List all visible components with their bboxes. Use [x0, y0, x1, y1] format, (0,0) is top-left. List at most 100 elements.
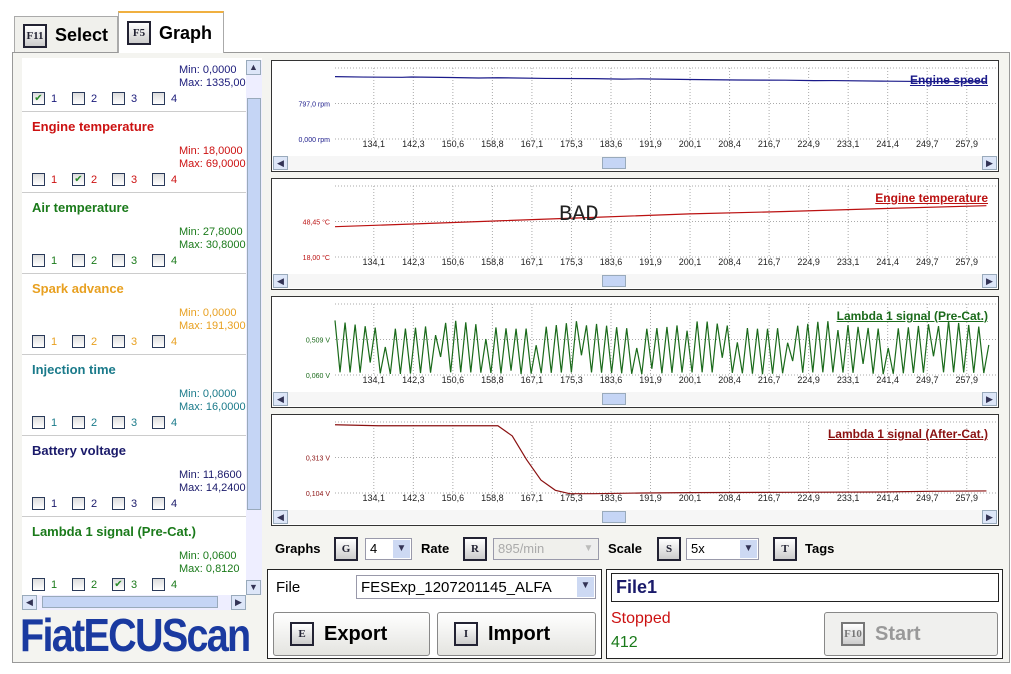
import-button[interactable]: I Import: [437, 612, 596, 656]
graph-slot-checkbox[interactable]: 4: [152, 173, 177, 186]
graph-slot-checkbox[interactable]: 2: [72, 254, 97, 267]
scroll-left-icon[interactable]: ◀: [22, 595, 37, 610]
graph-slot-checkbox[interactable]: 2: [72, 497, 97, 510]
scroll-right-icon[interactable]: ▶: [982, 510, 997, 524]
y-tick-label: 0,104 V: [306, 491, 330, 498]
x-tick-label: 257,9: [955, 375, 978, 385]
tab-graph[interactable]: F5 Graph: [118, 11, 224, 53]
scroll-right-icon[interactable]: ▶: [982, 156, 997, 170]
export-button[interactable]: E Export: [273, 612, 430, 656]
graph-slot-checkbox[interactable]: 2: [72, 416, 97, 429]
checkmark-icon[interactable]: ✔: [72, 173, 85, 186]
graph-slot-checkbox[interactable]: 1: [32, 254, 57, 267]
checkbox[interactable]: [72, 92, 85, 105]
scroll-thumb[interactable]: [602, 511, 626, 523]
x-tick-label: 241,4: [876, 375, 899, 385]
x-tick-label: 183,6: [600, 493, 623, 503]
checkbox[interactable]: [152, 497, 165, 510]
rate-key[interactable]: R: [463, 537, 487, 561]
graph-slot-checkbox[interactable]: 3: [112, 173, 137, 186]
checkbox[interactable]: [32, 416, 45, 429]
graph-slot-checkbox[interactable]: 3: [112, 497, 137, 510]
graph-slot-checkbox[interactable]: 4: [152, 497, 177, 510]
checkbox[interactable]: [72, 416, 85, 429]
graph-slot-checkbox[interactable]: 1: [32, 578, 57, 591]
graph-slot-checkbox[interactable]: 3: [112, 335, 137, 348]
session-name[interactable]: File1: [611, 573, 999, 602]
tab-select[interactable]: F11 Select: [14, 16, 118, 54]
graph-slot-checkbox[interactable]: 4: [152, 254, 177, 267]
scroll-down-icon[interactable]: ▼: [246, 580, 261, 595]
graphs-key[interactable]: G: [334, 537, 358, 561]
graph-slot-checkbox[interactable]: 3: [112, 254, 137, 267]
scroll-left-icon[interactable]: ◀: [273, 274, 288, 288]
scroll-left-icon[interactable]: ◀: [273, 392, 288, 406]
scroll-thumb[interactable]: [602, 393, 626, 405]
graph-slot-checkbox[interactable]: 1: [32, 416, 57, 429]
graph-slot-checkbox[interactable]: ✔ 1: [32, 92, 57, 105]
checkmark-icon[interactable]: ✔: [112, 578, 125, 591]
tags-label[interactable]: Tags: [805, 541, 835, 556]
checkbox[interactable]: [72, 497, 85, 510]
chart-scrollbar[interactable]: ◀ ▶: [273, 392, 997, 406]
checkbox[interactable]: [112, 335, 125, 348]
chart-scrollbar[interactable]: ◀ ▶: [273, 156, 997, 170]
graph-slot-checkbox[interactable]: 4: [152, 416, 177, 429]
graph-slot-checkbox[interactable]: ✔ 2: [72, 173, 97, 186]
graph-slot-checkbox[interactable]: 3: [112, 416, 137, 429]
checkbox[interactable]: [32, 578, 45, 591]
start-button[interactable]: F10 Start: [824, 612, 998, 656]
checkbox[interactable]: [72, 254, 85, 267]
checkbox[interactable]: [112, 416, 125, 429]
graph-slot-checkbox[interactable]: 4: [152, 335, 177, 348]
checkbox[interactable]: [152, 92, 165, 105]
graph-slot-checkbox[interactable]: 1: [32, 335, 57, 348]
graph-slot-checkbox[interactable]: 4: [152, 92, 177, 105]
checkbox[interactable]: [152, 173, 165, 186]
checkbox[interactable]: [32, 254, 45, 267]
file-select[interactable]: FESExp_1207201145_ALFA ▼: [356, 575, 596, 599]
sensor-list-hscrollbar[interactable]: ◀ ▶: [22, 595, 246, 610]
graph-slot-checkbox[interactable]: 2: [72, 335, 97, 348]
graph-slot-checkbox[interactable]: ✔ 3: [112, 578, 137, 591]
scroll-right-icon[interactable]: ▶: [982, 392, 997, 406]
graph-slot-checkbox[interactable]: 2: [72, 92, 97, 105]
checkbox[interactable]: [32, 173, 45, 186]
checkbox[interactable]: [72, 335, 85, 348]
scroll-left-icon[interactable]: ◀: [273, 156, 288, 170]
scroll-thumb[interactable]: [247, 98, 261, 510]
scroll-left-icon[interactable]: ◀: [273, 510, 288, 524]
checkbox[interactable]: [72, 578, 85, 591]
graph-slot-checkbox[interactable]: 1: [32, 497, 57, 510]
checkmark-icon[interactable]: ✔: [32, 92, 45, 105]
checkbox[interactable]: [112, 254, 125, 267]
graphs-select[interactable]: 4 ▼: [365, 538, 412, 560]
checkbox[interactable]: [152, 416, 165, 429]
checkbox[interactable]: [112, 497, 125, 510]
scroll-up-icon[interactable]: ▲: [246, 60, 261, 75]
scroll-thumb[interactable]: [602, 275, 626, 287]
scale-select[interactable]: 5x ▼: [686, 538, 759, 560]
scroll-thumb[interactable]: [42, 596, 218, 608]
scale-key[interactable]: S: [657, 537, 681, 561]
sensor-list-scrollbar[interactable]: ▲ ▼: [246, 60, 262, 595]
checkbox[interactable]: [32, 497, 45, 510]
tags-key[interactable]: T: [773, 537, 797, 561]
checkbox[interactable]: [152, 335, 165, 348]
rate-select[interactable]: 895/min ▼: [493, 538, 599, 560]
graph-slot-checkbox[interactable]: 3: [112, 92, 137, 105]
graph-slot-checkbox[interactable]: 1: [32, 173, 57, 186]
checkbox[interactable]: [112, 173, 125, 186]
checkbox[interactable]: [152, 578, 165, 591]
graph-slot-checkbox[interactable]: 2: [72, 578, 97, 591]
checkbox[interactable]: [112, 92, 125, 105]
checkbox[interactable]: [152, 254, 165, 267]
chart-scrollbar[interactable]: ◀ ▶: [273, 510, 997, 524]
graph-slot-checkbox[interactable]: 4: [152, 578, 177, 591]
scroll-thumb[interactable]: [602, 157, 626, 169]
tab-label: Select: [55, 25, 109, 45]
chart-scrollbar[interactable]: ◀ ▶: [273, 274, 997, 288]
scroll-right-icon[interactable]: ▶: [982, 274, 997, 288]
scroll-right-icon[interactable]: ▶: [231, 595, 246, 610]
checkbox[interactable]: [32, 335, 45, 348]
